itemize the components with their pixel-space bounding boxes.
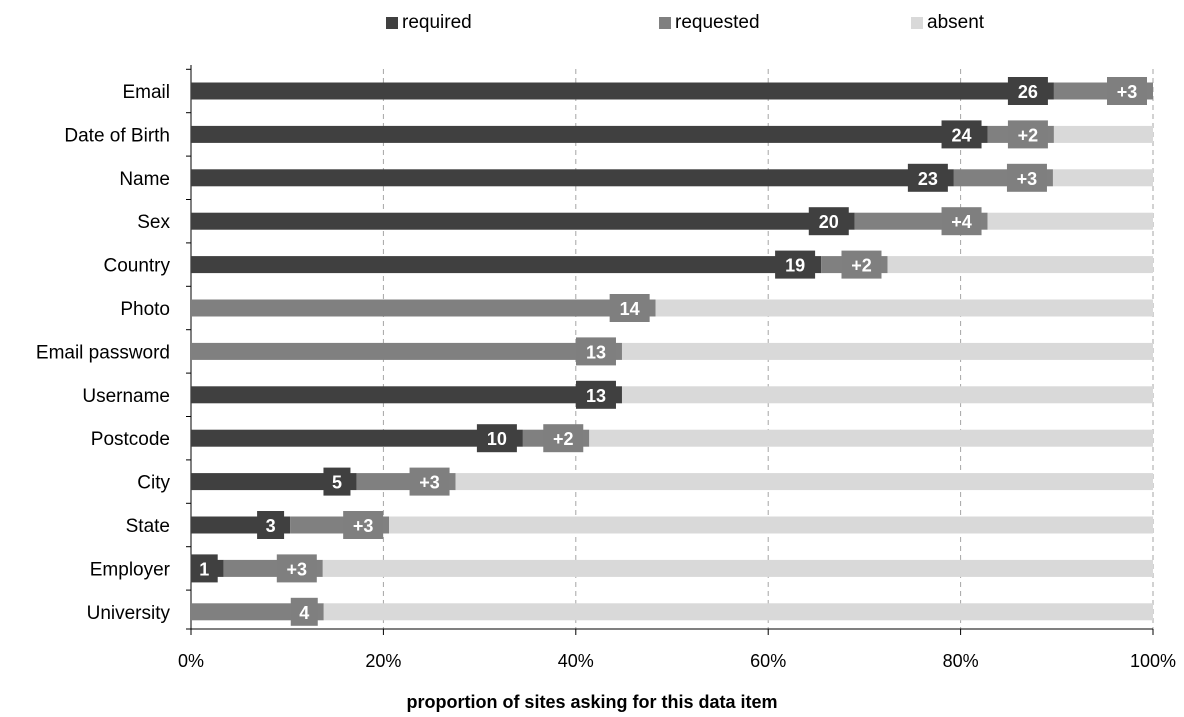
data-label-box-requested [941, 207, 982, 236]
legend-item-absent: absent [911, 12, 984, 34]
data-label-requested: +2 [553, 429, 574, 449]
data-label-box-requested [1007, 120, 1048, 149]
bar-segment-required [191, 386, 622, 404]
data-label-requested: 14 [620, 299, 640, 319]
data-label-required: 20 [819, 212, 839, 232]
data-label-box-required [808, 207, 849, 236]
data-label-required: 1 [199, 559, 209, 579]
category-label: Country [103, 256, 170, 277]
data-label-box-requested [543, 424, 584, 453]
data-label-requested: +3 [353, 516, 374, 536]
legend-swatch-required [386, 17, 398, 29]
data-label-required: 10 [487, 429, 507, 449]
data-label-requested: +3 [1117, 82, 1138, 102]
bar-segment-required [191, 429, 523, 447]
bar-segment-required [191, 82, 1054, 100]
category-label: Email [122, 82, 170, 103]
category-label: Username [82, 386, 170, 407]
data-label-box-requested [276, 554, 317, 583]
legend-label-required: required [402, 12, 472, 33]
bar-segment-required [191, 125, 988, 143]
data-label-box-required [257, 511, 285, 539]
data-label-box-requested [1107, 77, 1147, 105]
data-label-requested: +2 [851, 256, 872, 276]
x-axis-title: proportion of sites asking for this data… [406, 692, 778, 712]
bar-segment-absent [323, 603, 1154, 621]
bar-segment-absent [389, 516, 1153, 534]
data-label-required: 23 [918, 169, 938, 189]
category-label: Email password [36, 342, 170, 363]
data-label-box-required [323, 467, 351, 496]
data-label-required: 24 [952, 125, 972, 145]
data-label-box-required [907, 163, 948, 192]
data-label-box-requested [1006, 163, 1047, 192]
category-label: Name [119, 169, 170, 190]
category-label: University [87, 603, 171, 624]
data-label-box-required [941, 120, 982, 149]
legend-label-absent: absent [927, 12, 985, 33]
data-label-box-required [575, 380, 616, 409]
category-label: State [126, 516, 170, 537]
data-label-requested: +3 [287, 559, 308, 579]
bar-segment-absent [887, 256, 1153, 274]
data-label-box-requested [609, 294, 650, 322]
legend-label-requested: requested [675, 12, 760, 33]
category-label: City [137, 473, 170, 494]
x-tick-label: 60% [750, 651, 786, 671]
data-label-required: 19 [785, 256, 805, 276]
legend-item-requested: requested [659, 12, 760, 34]
bar-segment-requested [191, 299, 656, 317]
category-label: Sex [137, 212, 170, 233]
x-tick-label: 40% [558, 651, 594, 671]
bar-segment-absent [322, 559, 1153, 577]
data-label-box-requested [290, 597, 318, 626]
bar-segment-required [191, 212, 855, 230]
bar-segment-absent [1053, 125, 1153, 143]
data-label-box-required [476, 424, 517, 453]
bar-segment-requested [191, 603, 324, 621]
legend-swatch-requested [659, 17, 671, 29]
category-label: Employer [90, 559, 171, 580]
bar-segment-requested [191, 342, 622, 360]
bar-segment-required [191, 256, 822, 274]
data-label-requested: 4 [299, 603, 309, 623]
data-label-required: 5 [332, 473, 342, 493]
bar-segment-absent [987, 212, 1153, 230]
legend-item-required: required [386, 12, 472, 34]
category-label: Postcode [91, 429, 170, 450]
data-label-requested: +3 [419, 473, 440, 493]
x-tick-label: 80% [943, 651, 979, 671]
data-label-box-requested [575, 337, 616, 366]
bar-segment-absent [589, 429, 1153, 447]
bar-segment-absent [655, 299, 1153, 317]
x-tick-label: 0% [178, 651, 204, 671]
data-label-required: 13 [586, 386, 606, 406]
data-label-requested: +4 [951, 212, 972, 232]
bar-segment-absent [455, 473, 1153, 491]
data-label-requested: +3 [1017, 169, 1038, 189]
data-label-box-requested [343, 511, 384, 539]
data-label-required: 26 [1018, 82, 1038, 102]
data-label-box-required [190, 554, 218, 583]
bar-segment-required [191, 473, 357, 491]
bar-segment-absent [621, 342, 1153, 360]
bar-segment-absent [621, 386, 1153, 404]
x-tick-label: 20% [365, 651, 401, 671]
data-label-box-required [775, 250, 816, 279]
category-label: Date of Birth [64, 125, 170, 146]
data-label-requested: 13 [586, 342, 606, 362]
data-label-box-requested [409, 467, 450, 496]
chart-legend: required requested absent [0, 12, 1184, 38]
category-label: Photo [120, 299, 170, 320]
bar-segment-required [191, 169, 954, 187]
data-label-required: 3 [266, 516, 276, 536]
legend-swatch-absent [911, 17, 923, 29]
data-label-requested: +2 [1018, 125, 1039, 145]
x-tick-label: 100% [1130, 651, 1176, 671]
bar-segment-absent [1052, 169, 1153, 187]
data-label-box-requested [841, 250, 882, 279]
data-label-box-required [1007, 77, 1048, 105]
